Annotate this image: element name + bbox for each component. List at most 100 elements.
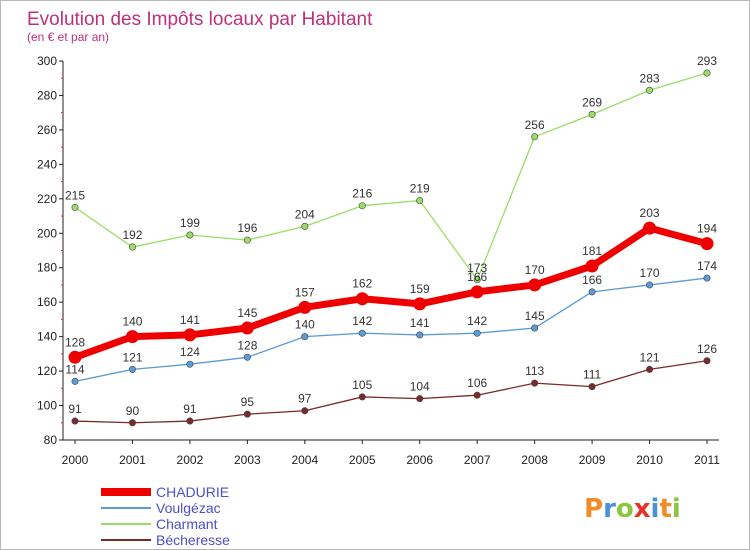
data-label-chadurie: 128 xyxy=(65,335,85,349)
data-label-voulgezac: 142 xyxy=(467,314,487,328)
data-point-voulgezac xyxy=(416,331,424,339)
data-label-voulgezac: 124 xyxy=(180,345,200,359)
data-point-voulgezac xyxy=(703,274,711,282)
chart-title: Evolution des Impôts locaux par Habitant xyxy=(27,9,373,30)
data-label-voulgezac: 145 xyxy=(525,309,545,323)
data-point-becheresse xyxy=(646,365,654,373)
data-point-charmant xyxy=(71,203,79,211)
data-point-voulgezac xyxy=(646,281,654,289)
data-label-chadurie: 159 xyxy=(410,282,430,296)
series-voulgezac: 114 121 124 128 140 142 141 142 145 166 170 174 xyxy=(65,259,717,385)
data-point-chadurie xyxy=(528,278,542,292)
data-point-becheresse xyxy=(531,379,539,387)
legend-label-becheresse: Bécheresse xyxy=(156,532,230,548)
data-label-chadurie: 203 xyxy=(640,206,660,220)
x-tick-label: 2008 xyxy=(521,453,548,467)
data-label-voulgezac: 142 xyxy=(352,314,372,328)
data-label-chadurie: 162 xyxy=(352,277,372,291)
data-point-becheresse xyxy=(243,410,251,418)
data-label-chadurie: 170 xyxy=(525,263,545,277)
y-tick-label: 100 xyxy=(37,399,57,413)
data-point-chadurie xyxy=(700,237,714,251)
data-label-becheresse: 126 xyxy=(697,342,717,356)
data-label-charmant: 196 xyxy=(237,221,257,235)
data-point-voulgezac xyxy=(473,329,481,337)
y-tick-label: 180 xyxy=(37,261,57,275)
data-label-charmant: 173 xyxy=(467,261,487,275)
data-label-chadurie: 140 xyxy=(122,315,142,329)
data-label-charmant: 256 xyxy=(525,118,545,132)
x-tick-label: 2000 xyxy=(62,453,89,467)
series-line-chadurie xyxy=(73,224,708,361)
data-label-voulgezac: 170 xyxy=(640,266,660,280)
data-point-chadurie xyxy=(183,328,197,342)
data-point-chadurie xyxy=(240,321,254,335)
data-label-voulgezac: 174 xyxy=(697,259,717,273)
data-point-voulgezac xyxy=(128,365,136,373)
axes: 80 100 120 140 160 180 200 220 240 260 280 300 2000 2… xyxy=(37,54,720,467)
data-label-charmant: 192 xyxy=(122,228,142,242)
data-point-charmant xyxy=(301,222,309,230)
data-point-charmant xyxy=(186,231,194,239)
data-point-chadurie xyxy=(413,297,427,311)
data-point-becheresse xyxy=(588,383,596,391)
data-label-charmant: 216 xyxy=(352,187,372,201)
data-label-voulgezac: 128 xyxy=(237,338,257,352)
data-point-voulgezac xyxy=(186,360,194,368)
data-label-voulgezac: 141 xyxy=(410,316,430,330)
x-tick-label: 2006 xyxy=(406,453,433,467)
data-point-charmant xyxy=(703,69,711,77)
data-point-becheresse xyxy=(186,417,194,425)
chart-subtitle: (en € et par an) xyxy=(27,30,109,44)
data-point-voulgezac xyxy=(358,329,366,337)
data-point-chadurie xyxy=(470,285,484,299)
data-label-chadurie: 181 xyxy=(582,244,602,258)
y-tick-label: 120 xyxy=(37,364,57,378)
data-point-becheresse xyxy=(128,419,136,427)
data-point-becheresse xyxy=(301,407,309,415)
data-label-becheresse: 105 xyxy=(352,378,372,392)
data-point-chadurie xyxy=(643,221,657,235)
data-point-chadurie xyxy=(355,292,369,306)
data-point-becheresse xyxy=(358,393,366,401)
legend-label-voulgezac: Voulgézac xyxy=(156,500,221,516)
series-becheresse: 91 90 91 95 97 105 104 106 113 111 121 126 xyxy=(68,342,717,427)
y-tick-label: 160 xyxy=(37,295,57,309)
data-point-charmant xyxy=(416,197,424,205)
series-line-becheresse xyxy=(74,360,708,424)
data-label-chadurie: 141 xyxy=(180,313,200,327)
data-label-becheresse: 104 xyxy=(410,380,430,394)
data-point-becheresse xyxy=(703,357,711,365)
y-tick-label: 260 xyxy=(37,123,57,137)
x-tick-label: 2009 xyxy=(579,453,606,467)
data-label-chadurie: 194 xyxy=(697,222,717,236)
data-label-becheresse: 97 xyxy=(298,392,312,406)
y-tick-label: 280 xyxy=(37,88,57,102)
data-label-chadurie: 145 xyxy=(237,306,257,320)
x-tick-label: 2007 xyxy=(464,453,491,467)
data-point-charmant xyxy=(531,133,539,141)
x-tick-label: 2002 xyxy=(177,453,204,467)
data-label-becheresse: 91 xyxy=(183,402,197,416)
proxiti-logo: Proxiti xyxy=(584,494,681,524)
data-label-charmant: 219 xyxy=(410,182,430,196)
x-tick-label: 2010 xyxy=(636,453,663,467)
data-label-charmant: 215 xyxy=(65,188,85,202)
data-label-charmant: 199 xyxy=(180,216,200,230)
series-charmant: 215 192 199 196 204 216 219 173 256 269 283 293 xyxy=(65,54,717,284)
y-tick-label: 200 xyxy=(37,226,57,240)
data-point-charmant xyxy=(243,236,251,244)
data-label-becheresse: 91 xyxy=(68,402,82,416)
data-point-voulgezac xyxy=(301,333,309,341)
series-layer: 114 121 124 128 140 142 141 142 145 166 170 174 215 1… xyxy=(65,54,717,427)
data-label-becheresse: 121 xyxy=(640,350,660,364)
legend-label-chadurie: CHADURIE xyxy=(156,484,229,500)
y-tick-label: 220 xyxy=(37,192,57,206)
data-label-becheresse: 113 xyxy=(525,364,544,378)
data-point-voulgezac xyxy=(243,353,251,361)
data-point-becheresse xyxy=(473,391,481,399)
data-point-voulgezac xyxy=(588,288,596,296)
data-point-voulgezac xyxy=(531,324,539,332)
